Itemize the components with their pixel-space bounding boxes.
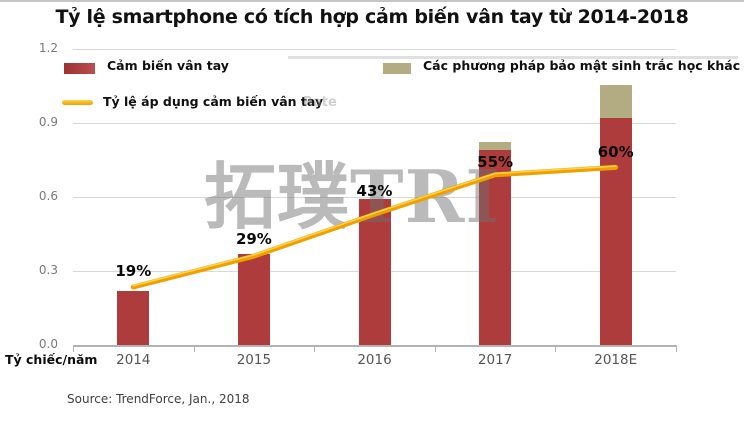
legend-swatch-other-biometric-bar (383, 63, 411, 74)
y-axis-tick-label: 0.3 (38, 263, 58, 277)
legend-label-adoption-line: Tỷ lệ áp dụng cảm biến vân tay (103, 94, 324, 109)
x-axis-category-label: 2016 (357, 352, 392, 368)
bar-fingerprint-sensor (479, 150, 512, 345)
bar-other-biometric (479, 141, 512, 151)
x-axis-category-label: 2017 (477, 352, 513, 368)
bar-fingerprint-sensor (237, 253, 270, 345)
legend-swatch-adoption-line (62, 100, 93, 105)
legend-label-other-biometric-bar: Các phương pháp bảo mật sinh trắc học kh… (423, 58, 741, 73)
x-axis-category-label: 2018E (594, 352, 638, 368)
bar-value-label: 60% (597, 142, 634, 161)
x-axis-tick (555, 347, 557, 352)
chart-title: Tỷ lệ smartphone có tích hợp cảm biến vâ… (55, 6, 689, 28)
y-axis-tick-label: 1.2 (38, 41, 58, 55)
y-axis-tick-label: 0.0 (38, 337, 58, 351)
top-border-line (0, 0, 744, 2)
y-axis-unit-label: Tỷ chiếc/năm (5, 352, 98, 367)
y-axis-tick-label: 0.9 (38, 115, 58, 129)
bar-fingerprint-sensor (358, 199, 391, 345)
legend-label-fingerprint-bar: Cảm biến vân tay (107, 58, 229, 73)
x-axis-tick (193, 347, 195, 352)
x-axis-category-label: 2015 (236, 352, 272, 368)
bar-fingerprint-sensor (117, 290, 150, 345)
bar-value-label: 19% (115, 261, 152, 280)
x-axis-tick (73, 347, 74, 352)
bar-value-label: 29% (235, 229, 272, 248)
gridline (73, 123, 676, 124)
x-axis-category-label: 2014 (116, 352, 151, 368)
x-axis-tick (676, 347, 677, 352)
legend-ghost-text: Rate (303, 95, 337, 110)
bar-value-label: 43% (356, 182, 393, 201)
x-axis-tick (314, 347, 316, 352)
bar-other-biometric (599, 84, 632, 119)
watermark-ghost-line (288, 56, 738, 59)
gridline (73, 49, 676, 50)
source-note: Source: TrendForce, Jan., 2018 (67, 392, 250, 406)
bar-value-label: 55% (477, 152, 514, 171)
legend-swatch-fingerprint-bar (64, 63, 95, 74)
y-axis-tick-label: 0.6 (38, 189, 58, 203)
x-axis-tick (434, 347, 436, 352)
x-axis-line (73, 345, 677, 347)
